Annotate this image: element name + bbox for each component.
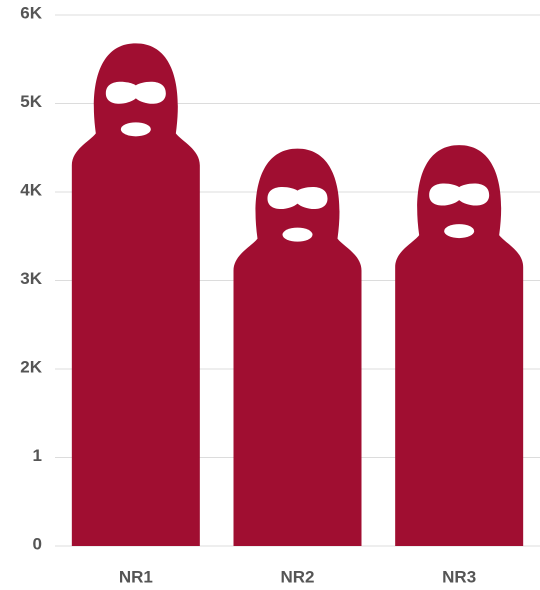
mask-pupil bbox=[461, 188, 485, 202]
y-tick-label: 3K bbox=[20, 269, 42, 288]
mask-pupil bbox=[433, 188, 457, 202]
mask-mouth bbox=[444, 224, 475, 239]
bar bbox=[233, 148, 362, 546]
mask-pupil bbox=[138, 86, 162, 100]
x-tick-label: NR1 bbox=[119, 567, 153, 586]
mask-pupil bbox=[272, 192, 295, 206]
y-tick-label: 0 bbox=[33, 534, 42, 553]
mask-mouth bbox=[120, 122, 151, 137]
x-tick-label: NR3 bbox=[442, 567, 476, 586]
y-tick-label: 1 bbox=[33, 446, 42, 465]
y-tick-label: 2K bbox=[20, 357, 42, 376]
bar bbox=[395, 145, 524, 546]
y-tick-label: 6K bbox=[20, 3, 42, 22]
y-tick-label: 5K bbox=[20, 92, 42, 111]
mask-pupil bbox=[300, 192, 323, 206]
mask-pupil bbox=[110, 86, 134, 100]
bar bbox=[71, 43, 200, 546]
y-tick-label: 4K bbox=[20, 180, 42, 199]
mask-mouth bbox=[282, 227, 313, 242]
x-tick-label: NR2 bbox=[280, 567, 314, 586]
